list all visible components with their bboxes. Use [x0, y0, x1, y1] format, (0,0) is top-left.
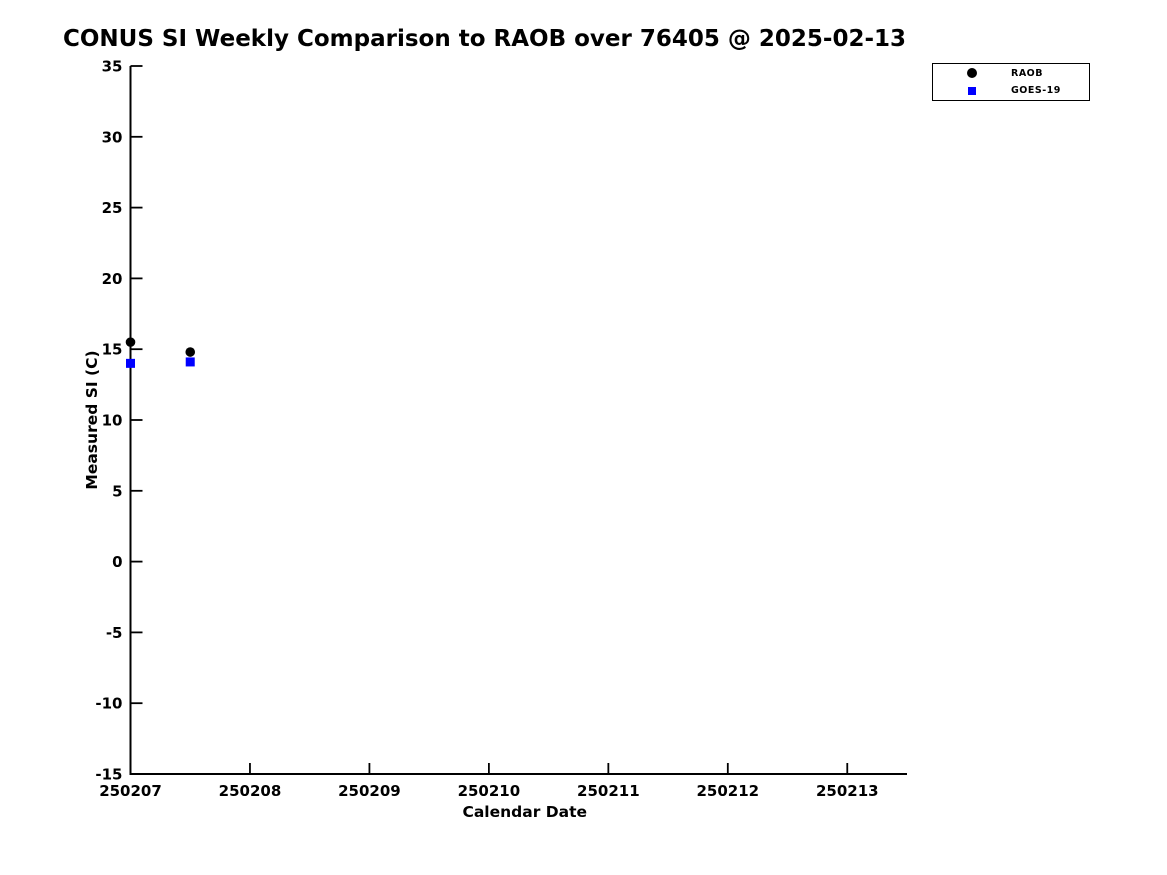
x-tick-label: 250212 — [696, 782, 759, 800]
y-tick-label: -15 — [95, 766, 122, 784]
raob-marker-icon — [967, 68, 977, 79]
y-tick-label: -10 — [95, 695, 122, 713]
raob-data-point — [185, 347, 196, 357]
x-axis-title: Calendar Date — [462, 803, 587, 821]
y-tick-label: 20 — [102, 270, 123, 288]
chart-title: CONUS SI Weekly Comparison to RAOB over … — [63, 26, 907, 52]
goes-19-data-point — [126, 358, 135, 368]
legend-label-goes-19: GOES-19 — [1011, 85, 1061, 97]
legend-label-raob: RAOB — [1011, 67, 1043, 79]
x-tick-label: 250209 — [338, 782, 401, 800]
legend: RAOB GOES-19 — [932, 63, 1090, 101]
y-axis-title: Measured SI (C) — [83, 350, 101, 489]
goes-19-marker-icon — [968, 86, 976, 95]
x-tick-label: 250207 — [99, 782, 162, 800]
y-tick-label: 15 — [102, 341, 123, 359]
y-tick-label: 0 — [112, 553, 122, 571]
y-tick-label: 10 — [102, 412, 123, 430]
legend-entry: GOES-19 — [933, 83, 1089, 99]
y-tick-label: 25 — [102, 199, 123, 217]
x-tick-label: 250210 — [458, 782, 521, 800]
x-tick-label: 250211 — [577, 782, 640, 800]
y-tick-label: 30 — [102, 128, 123, 146]
y-tick-label: 5 — [112, 482, 122, 500]
raob-data-point — [125, 337, 136, 347]
y-tick-label: -5 — [106, 624, 123, 642]
goes-19-data-point — [185, 357, 195, 367]
y-tick-label: 35 — [102, 58, 123, 76]
legend-entry: RAOB — [933, 65, 1089, 81]
x-tick-label: 250213 — [816, 782, 879, 800]
x-tick-label: 250208 — [219, 782, 282, 800]
